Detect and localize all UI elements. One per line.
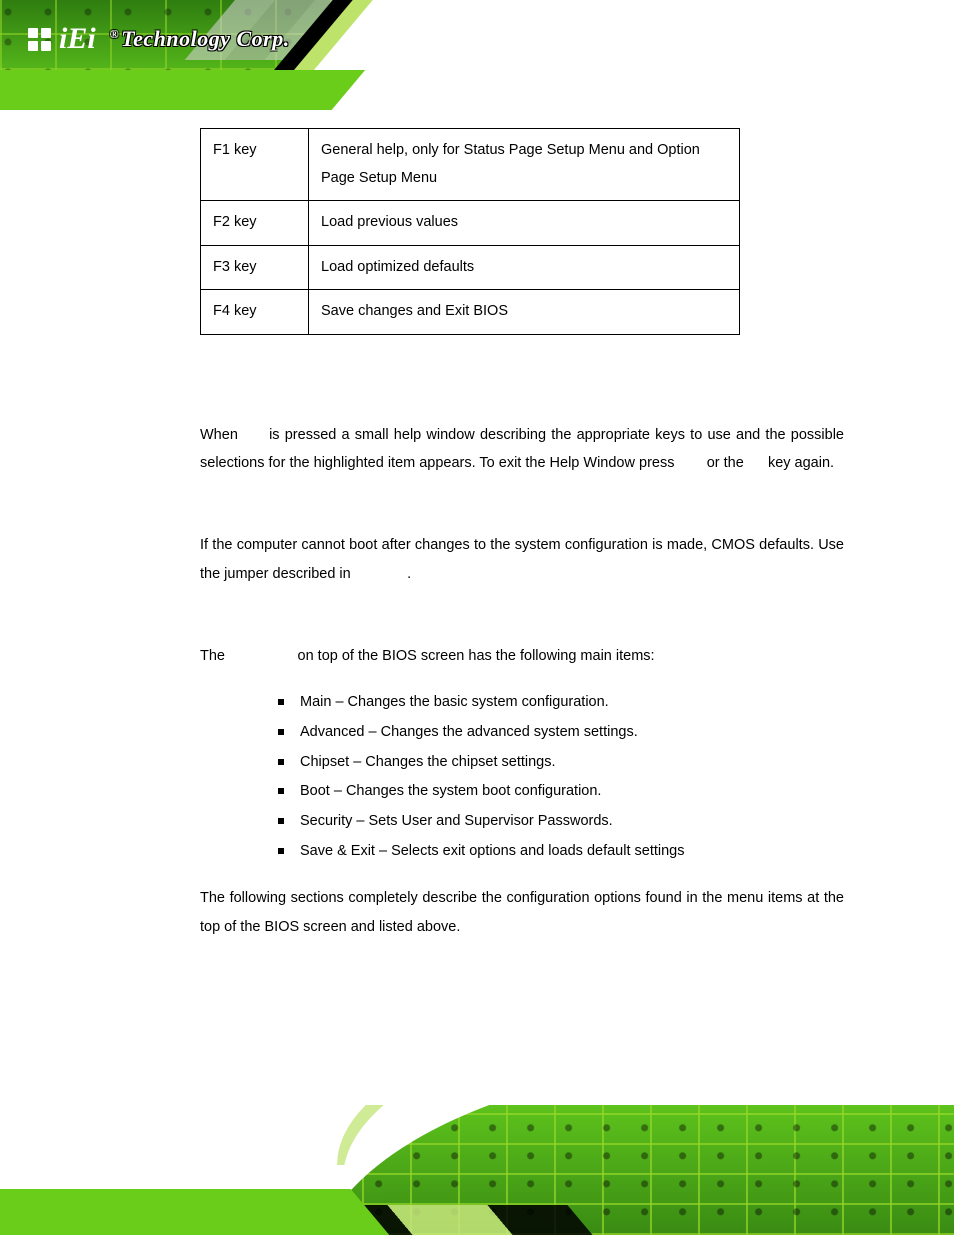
function-key-table: F1 key General help, only for Status Pag…: [200, 128, 740, 335]
paragraph-help-window: When is pressed a small help window desc…: [200, 421, 844, 478]
list-item: Main – Changes the basic system configur…: [278, 688, 844, 718]
logo-tagline: ®Technology Corp.: [110, 26, 290, 52]
table-cell-desc: Save changes and Exit BIOS: [309, 290, 740, 335]
paragraph-closing: The following sections completely descri…: [200, 884, 844, 941]
page-content: F1 key General help, only for Status Pag…: [200, 128, 844, 941]
brand-logo: iEi ®Technology Corp.: [28, 22, 290, 56]
header-lime-strip: [0, 70, 365, 110]
table-cell-key: F4 key: [201, 290, 309, 335]
paragraph-menu-intro: The on top of the BIOS screen has the fo…: [200, 642, 844, 670]
table-row: F2 key Load previous values: [201, 201, 740, 246]
list-item: Boot – Changes the system boot configura…: [278, 777, 844, 807]
logo-brand-text: iEi: [59, 22, 96, 56]
header-banner: iEi ®Technology Corp.: [0, 0, 954, 110]
paragraph-cmos: If the computer cannot boot after change…: [200, 531, 844, 588]
table-cell-desc: Load previous values: [309, 201, 740, 246]
list-item: Save & Exit – Selects exit options and l…: [278, 837, 844, 867]
list-item: Security – Sets User and Supervisor Pass…: [278, 807, 844, 837]
footer-banner: [0, 1105, 954, 1235]
table-cell-key: F1 key: [201, 129, 309, 201]
logo-squares-icon: [28, 28, 51, 51]
table-row: F4 key Save changes and Exit BIOS: [201, 290, 740, 335]
table-cell-key: F3 key: [201, 245, 309, 290]
list-item: Chipset – Changes the chipset settings.: [278, 748, 844, 778]
table-cell-desc: Load optimized defaults: [309, 245, 740, 290]
list-item: Advanced – Changes the advanced system s…: [278, 718, 844, 748]
table-row: F3 key Load optimized defaults: [201, 245, 740, 290]
table-cell-key: F2 key: [201, 201, 309, 246]
table-cell-desc: General help, only for Status Page Setup…: [309, 129, 740, 201]
table-row: F1 key General help, only for Status Pag…: [201, 129, 740, 201]
menu-item-list: Main – Changes the basic system configur…: [278, 688, 844, 866]
footer-lime-strip: [0, 1189, 389, 1235]
